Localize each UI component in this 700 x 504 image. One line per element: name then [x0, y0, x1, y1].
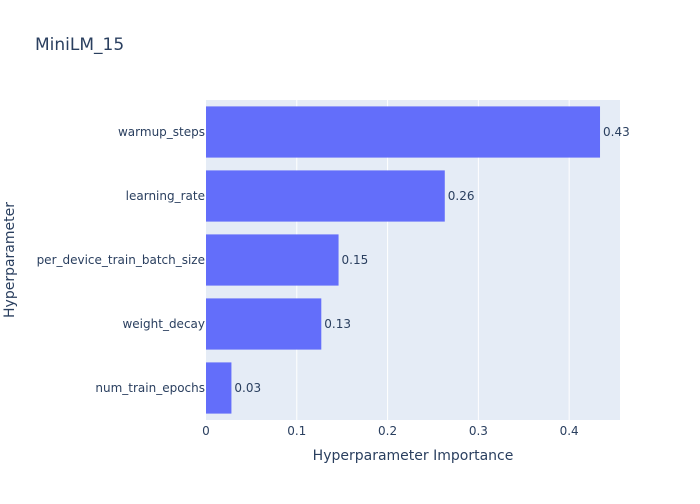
bar — [206, 234, 339, 286]
data-labels: 0.43 0.26 0.15 0.13 0.03 — [234, 125, 629, 395]
x-tick-label: 0.2 — [378, 424, 397, 438]
x-tick-label: 0.4 — [560, 424, 579, 438]
y-tick-label: warmup_steps — [118, 125, 205, 139]
x-axis-title: Hyperparameter Importance — [313, 448, 514, 464]
bars — [206, 106, 601, 414]
bar — [206, 298, 322, 350]
data-label: 0.43 — [603, 125, 630, 139]
bar — [206, 106, 601, 158]
data-label: 0.15 — [342, 253, 369, 267]
x-tick-labels: 0 0.1 0.2 0.3 0.4 — [202, 424, 579, 438]
data-label: 0.13 — [324, 317, 351, 331]
y-axis-title: Hyperparameter — [2, 202, 18, 318]
x-tick-label: 0 — [202, 424, 210, 438]
data-label: 0.26 — [448, 189, 475, 203]
x-tick-label: 0.3 — [469, 424, 488, 438]
y-tick-label: num_train_epochs — [95, 381, 205, 395]
data-label: 0.03 — [234, 381, 261, 395]
x-tick-label: 0.1 — [287, 424, 306, 438]
bar — [206, 362, 232, 414]
y-tick-labels: warmup_steps learning_rate per_device_trai… — [37, 125, 205, 395]
y-tick-label: per_device_train_batch_size — [37, 253, 205, 267]
chart-title: MiniLM_15 — [35, 35, 124, 55]
bar — [206, 170, 445, 222]
y-tick-label: weight_decay — [122, 317, 205, 331]
y-tick-label: learning_rate — [126, 189, 205, 203]
